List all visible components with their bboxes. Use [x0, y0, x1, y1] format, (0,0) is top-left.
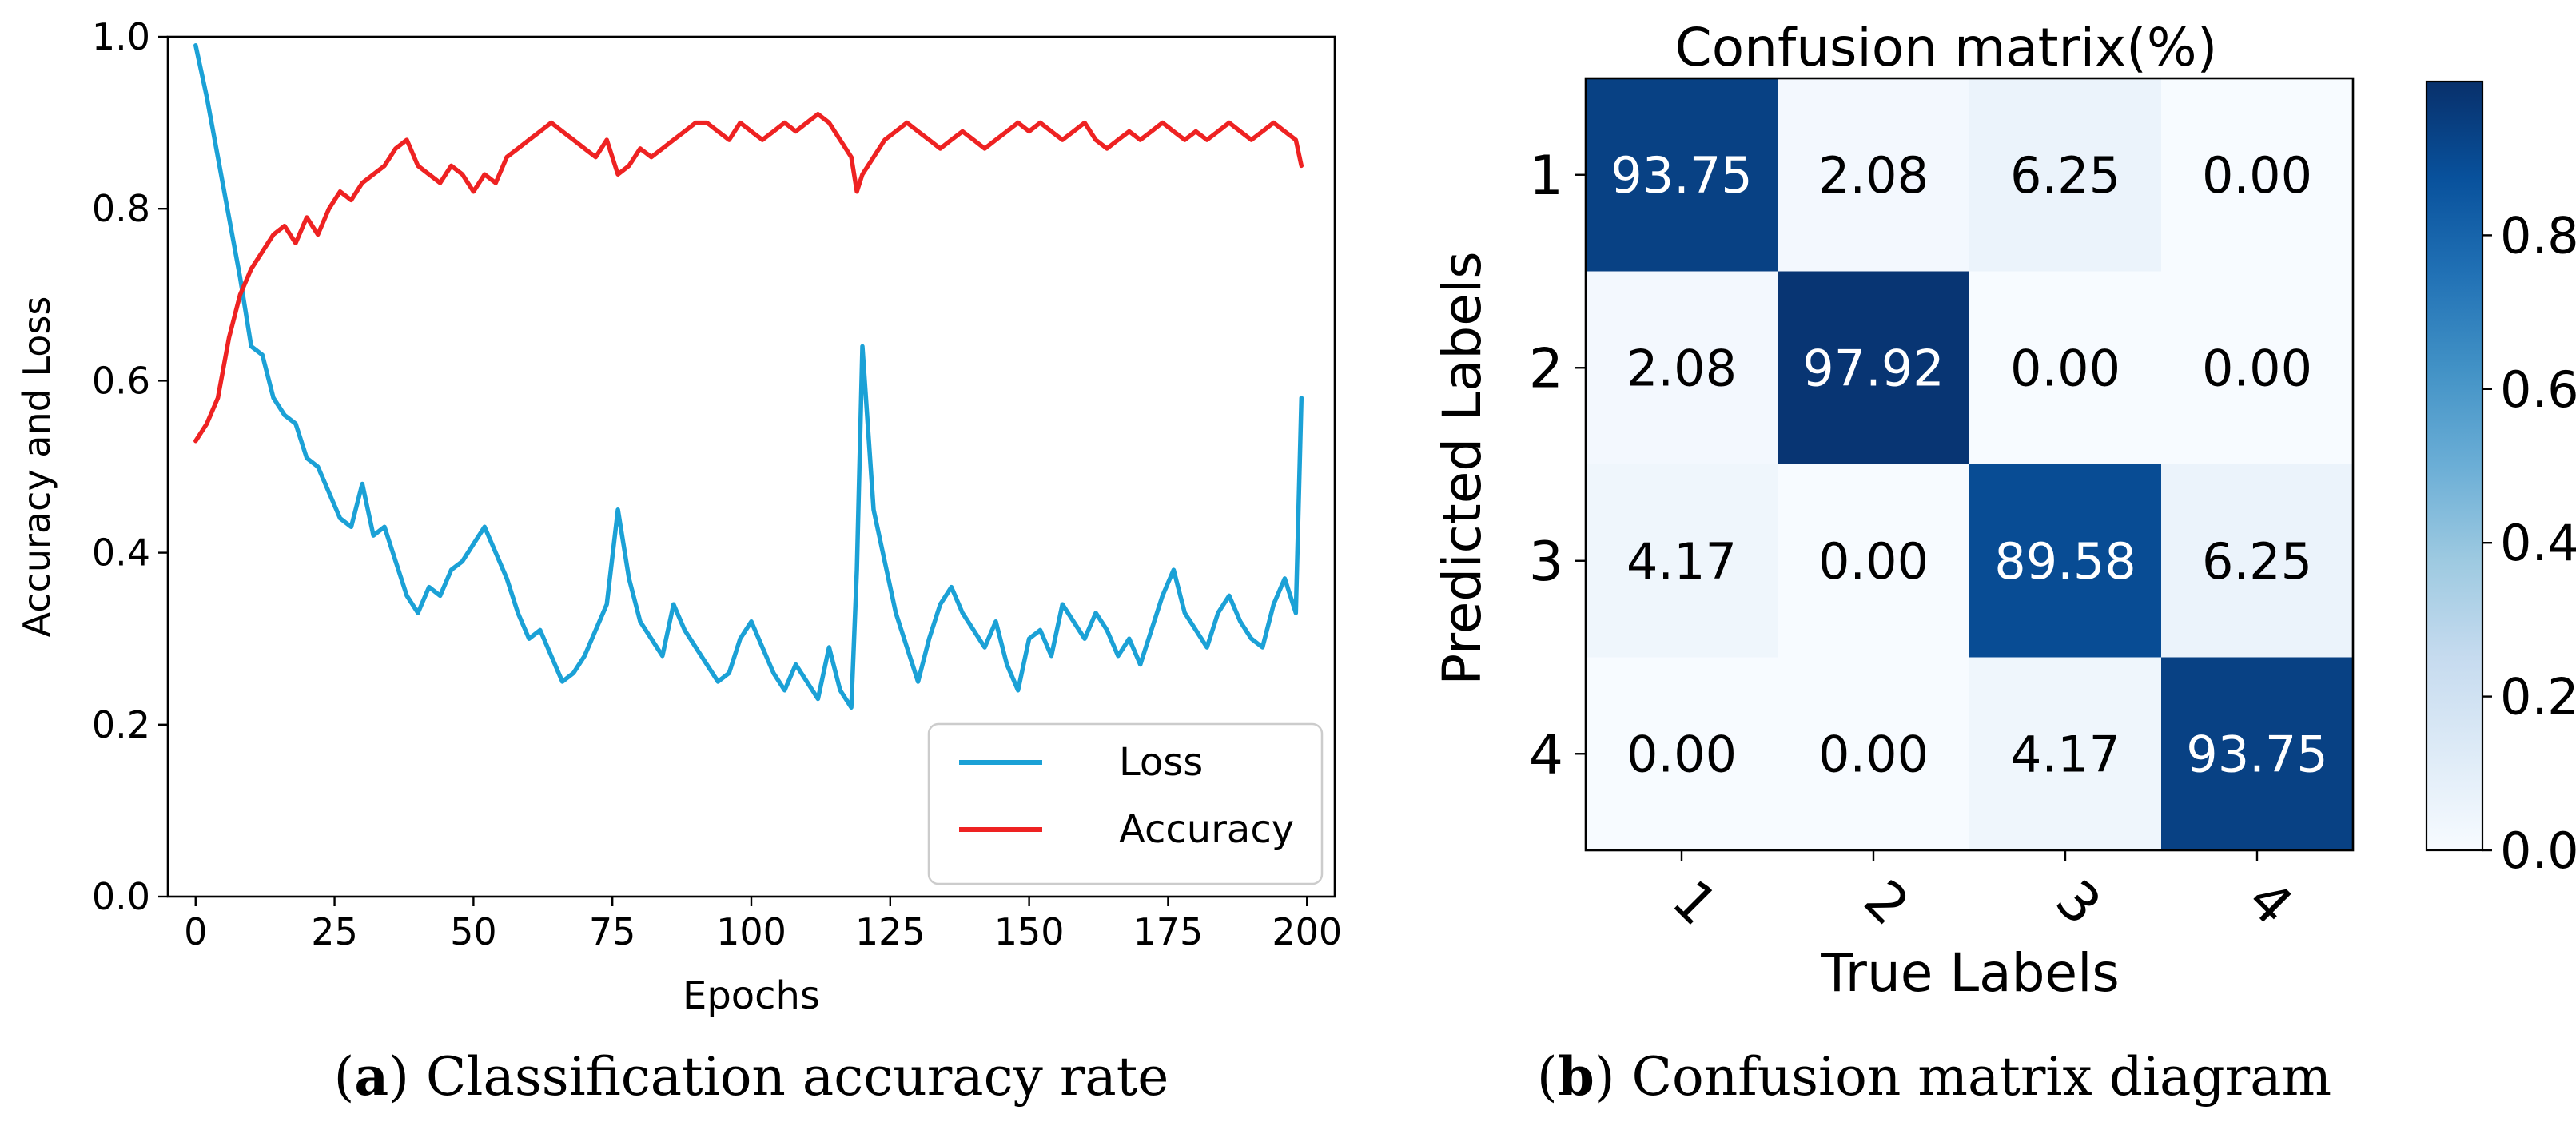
x-tick-label: 25 [311, 910, 358, 953]
x-axis-label: Epochs [683, 973, 820, 1018]
caption-paren-close: ) [1595, 1046, 1632, 1108]
x-tick-label: 200 [1272, 910, 1342, 953]
matrix-cell-value: 0.00 [2202, 146, 2312, 205]
matrix-cell-value: 6.25 [2202, 532, 2312, 591]
y-tick-label: 0.4 [92, 531, 150, 575]
matrix-cell [1778, 657, 1969, 850]
series-lines [193, 43, 1304, 710]
matrix-y-tick-label: 1 [1529, 145, 1563, 208]
colorbar-tick-label: 0.6 [2500, 360, 2576, 419]
matrix-cell [1586, 78, 1778, 272]
matrix-x-tick-label: 2 [1852, 869, 1921, 937]
matrix-x-ticks: 1 2 3 4 [1660, 850, 2304, 937]
x-tick-label: 0 [184, 910, 207, 953]
x-tick-label: 150 [994, 910, 1065, 953]
y-tick-label: 0.6 [92, 359, 150, 402]
legend-accuracy-label: Accuracy [1119, 807, 1294, 852]
y-axis-label: Accuracy and Loss [15, 296, 58, 638]
matrix-cell [1586, 271, 1778, 464]
matrix-cell [1778, 464, 1969, 658]
matrix-cell [1969, 271, 2161, 464]
matrix-cell [1586, 657, 1778, 850]
x-tick-label: 125 [855, 910, 926, 953]
y-tick-label: 0.2 [92, 703, 150, 746]
y-tick-label: 0.0 [92, 875, 150, 918]
matrix-y-tick-label: 4 [1529, 723, 1563, 786]
colorbar [2425, 80, 2484, 852]
matrix-cell-value: 93.75 [2186, 725, 2328, 783]
colorbar-tick-label: 0.0 [2500, 822, 2576, 880]
series-line-loss [193, 43, 1304, 710]
caption-paren-open: ( [334, 1046, 355, 1108]
panel-b-caption: (b) Confusion matrix diagram [1537, 1045, 2331, 1108]
series-line-accuracy [193, 112, 1304, 444]
y-tick-label: 1.0 [92, 15, 150, 58]
matrix-x-label: True Labels [1820, 942, 2120, 1004]
matrix-cell-value: 0.00 [1818, 532, 1929, 591]
y-tick-label: 0.8 [92, 187, 150, 230]
matrix-x-tick-label: 4 [2236, 869, 2304, 937]
caption-text: Classification accuracy rate [426, 1046, 1169, 1108]
matrix-cell [1969, 464, 2161, 658]
matrix-y-tick-label: 2 [1529, 337, 1563, 400]
matrix-cell-value: 0.00 [2202, 339, 2312, 397]
matrix-cell [1969, 657, 2161, 850]
loss-accuracy-panel: 0.0 0.2 0.4 0.6 0.8 1.0 0 25 50 75 100 125 150 175 20… [15, 15, 1342, 1108]
matrix-cell-value: 89.58 [1994, 532, 2136, 591]
matrix-title: Confusion matrix(%) [1675, 17, 2218, 78]
caption-letter: a [354, 1045, 388, 1108]
y-axis-ticks: 0.0 0.2 0.4 0.6 0.8 1.0 [92, 15, 168, 918]
matrix-cell-value: 4.17 [2010, 725, 2120, 783]
matrix-cell [1778, 271, 1969, 464]
matrix-cell-value: 2.08 [1818, 146, 1929, 205]
matrix-cells: 93.75 2.08 6.25 0.00 2.08 97.92 0.00 0.00 4.17 0.… [1586, 78, 2353, 850]
matrix-cell-value: 0.00 [1626, 725, 1737, 783]
confusion-matrix-panel: Confusion matrix(%) 93.75 2.08 6.25 0.00 2.0… [1431, 17, 2576, 1108]
matrix-cell-value: 4.17 [1626, 532, 1737, 591]
matrix-cell [1969, 78, 2161, 272]
matrix-cell [1778, 78, 1969, 272]
matrix-cell [2161, 464, 2353, 658]
matrix-cell-value: 0.00 [2010, 339, 2120, 397]
panel-a-caption: (a) Classification accuracy rate [334, 1045, 1169, 1108]
caption-text: Confusion matrix diagram [1632, 1046, 2332, 1108]
x-tick-label: 175 [1133, 910, 1204, 953]
matrix-y-ticks: 1 2 3 4 [1529, 145, 1586, 786]
caption-paren-open: ( [1537, 1046, 1558, 1108]
caption-letter: b [1558, 1045, 1595, 1108]
x-tick-label: 50 [450, 910, 497, 953]
matrix-cell [1586, 464, 1778, 658]
x-tick-label: 75 [589, 910, 636, 953]
matrix-cell [2161, 271, 2353, 464]
legend: Loss Accuracy [927, 722, 1324, 885]
x-axis-ticks: 0 25 50 75 100 125 150 175 200 [184, 897, 1342, 953]
caption-paren-close: ) [388, 1046, 426, 1108]
matrix-cell-value: 6.25 [2010, 146, 2120, 205]
matrix-cell [2161, 657, 2353, 850]
x-tick-label: 100 [716, 910, 786, 953]
matrix-cell [2161, 78, 2353, 272]
legend-loss-label: Loss [1119, 740, 1203, 785]
matrix-cell-value: 0.00 [1818, 725, 1929, 783]
matrix-y-tick-label: 3 [1529, 531, 1563, 594]
matrix-cell-value: 97.92 [1802, 339, 1945, 397]
colorbar-ticks: 0.0 0.2 0.4 0.6 0.8 [2482, 206, 2576, 880]
matrix-cell-value: 2.08 [1626, 339, 1737, 397]
colorbar-tick-label: 0.8 [2500, 206, 2576, 265]
matrix-frame [1584, 77, 2355, 852]
colorbar-tick-label: 0.2 [2500, 668, 2576, 726]
matrix-x-tick-label: 3 [2044, 869, 2112, 937]
colorbar-tick-label: 0.4 [2500, 514, 2576, 572]
matrix-x-tick-label: 1 [1660, 869, 1729, 937]
matrix-cell-value: 93.75 [1610, 146, 1753, 205]
matrix-y-label: Predicted Labels [1431, 251, 1493, 685]
